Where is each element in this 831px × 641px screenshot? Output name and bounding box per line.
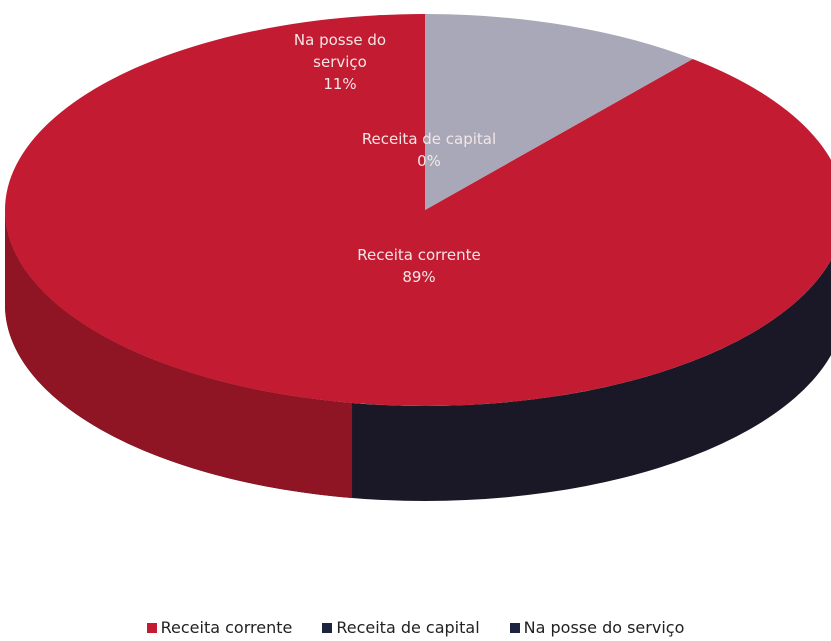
pie-side-wall-receita-corrente	[5, 210, 353, 499]
legend-swatch-na-posse-do-servico	[509, 622, 520, 633]
legend-item-receita-de-capital: Receita de capital	[322, 618, 480, 637]
legend-item-receita-corrente: Receita corrente	[146, 618, 293, 637]
legend-label-na-posse-do-servico: Na posse do serviço	[523, 618, 685, 637]
legend-swatch-receita-de-capital	[322, 622, 333, 633]
legend-label-receita-de-capital: Receita de capital	[336, 618, 480, 637]
legend-label-receita-corrente: Receita corrente	[160, 618, 293, 637]
slice-label-receita-corrente: Receita corrente 89%	[357, 246, 480, 286]
legend-item-na-posse-do-servico: Na posse do serviço	[509, 618, 685, 637]
pie-slice-na-posse-do-servico	[425, 14, 693, 210]
legend-swatch-receita-corrente	[146, 622, 157, 633]
slice-label-na-posse-do-servico: Na posse do serviço 11%	[294, 31, 386, 93]
chart-legend: Receita corrente Receita de capital Na p…	[0, 618, 831, 637]
slice-label-receita-de-capital: Receita de capital 0%	[362, 130, 496, 170]
pie-slice-receita-corrente	[5, 14, 831, 406]
